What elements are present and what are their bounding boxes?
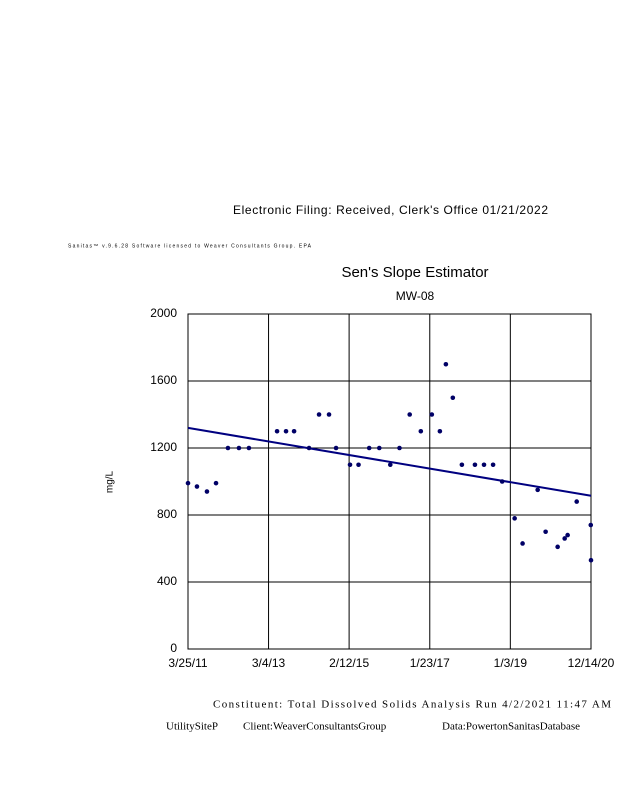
y-tick-label: 1600 (150, 373, 177, 387)
data-point (407, 412, 412, 417)
data-point (387, 462, 393, 468)
data-point (499, 479, 505, 484)
y-tick-label: 800 (157, 507, 177, 521)
data-point (512, 516, 517, 521)
data-point (418, 428, 424, 434)
y-tick-label: 400 (157, 574, 177, 588)
x-tick-label: 3/4/13 (252, 656, 286, 670)
chart-title: Sen's Slope Estimator (341, 264, 488, 281)
data-point (185, 480, 191, 486)
data-point (472, 462, 478, 468)
data-point (366, 445, 372, 451)
data-point (194, 484, 200, 489)
data-point (450, 395, 456, 401)
x-tick-label: 1/23/17 (410, 656, 450, 670)
data-point (520, 541, 525, 546)
y-tick-label: 0 (170, 641, 177, 655)
data-point (316, 412, 322, 417)
data-point (574, 499, 580, 504)
data-point (291, 428, 297, 434)
data-point (443, 361, 449, 367)
data-point (333, 445, 339, 451)
data-point (236, 445, 242, 451)
trend-line (187, 426, 592, 497)
data-point (306, 445, 312, 451)
data-point (356, 462, 361, 468)
data-point (225, 445, 231, 451)
data-point (397, 445, 402, 451)
data-point (246, 445, 252, 451)
filing-stamp: Electronic Filing: Received, Clerk's Off… (233, 203, 548, 217)
data-point (213, 480, 219, 486)
data-point (535, 487, 540, 493)
footer-database: Data:PowertonSanitasDatabase (442, 721, 580, 733)
x-tick-label: 12/14/20 (568, 656, 615, 670)
data-point (543, 529, 548, 535)
data-point (326, 412, 332, 417)
data-point (274, 428, 280, 434)
x-tick-label: 3/25/11 (168, 656, 207, 670)
x-tick-label: 1/3/19 (494, 656, 528, 670)
chart-subtitle: MW-08 (396, 289, 435, 303)
data-point (376, 445, 382, 451)
data-point (490, 462, 496, 468)
plot-area (187, 313, 592, 650)
data-point (429, 412, 435, 417)
data-point (459, 462, 465, 468)
software-note: Sanitas™ v.9.6.28 Software licensed to W… (68, 243, 312, 249)
data-point (204, 489, 210, 494)
data-point (562, 536, 567, 541)
footer-client: Client:WeaverConsultantsGroup (243, 721, 387, 733)
y-axis-label: mg/L (105, 470, 116, 493)
data-point (347, 462, 353, 468)
data-point (588, 557, 594, 563)
footer-site: UtilitySiteP (166, 721, 218, 733)
data-point (555, 544, 560, 550)
data-point (588, 522, 594, 528)
y-tick-label: 1200 (150, 440, 177, 454)
data-point (283, 428, 289, 434)
data-point (437, 428, 443, 434)
data-point (481, 462, 487, 468)
footer-constituent: Constituent: Total Dissolved Solids Anal… (213, 699, 611, 711)
data-point (565, 532, 570, 538)
x-tick-label: 2/12/15 (329, 656, 369, 670)
y-tick-label: 2000 (150, 306, 177, 320)
